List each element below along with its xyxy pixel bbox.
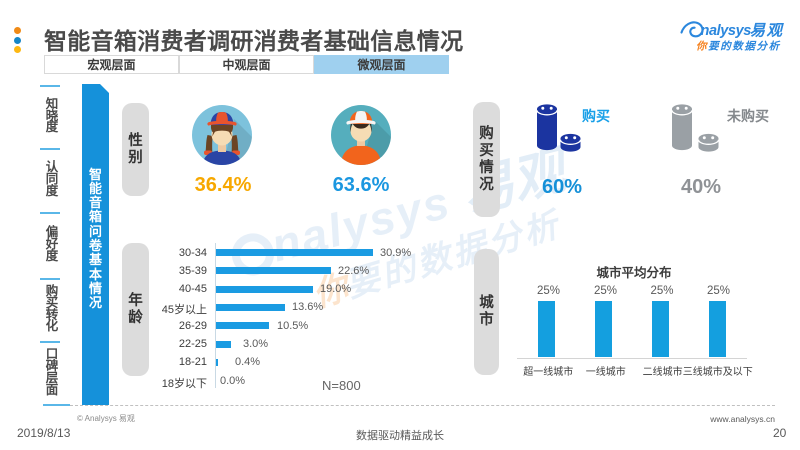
svg-text:易观: 易观: [750, 23, 785, 40]
svg-text:nalysys: nalysys: [701, 23, 752, 39]
svg-text:你要的数据分析: 你要的数据分析: [696, 40, 781, 53]
